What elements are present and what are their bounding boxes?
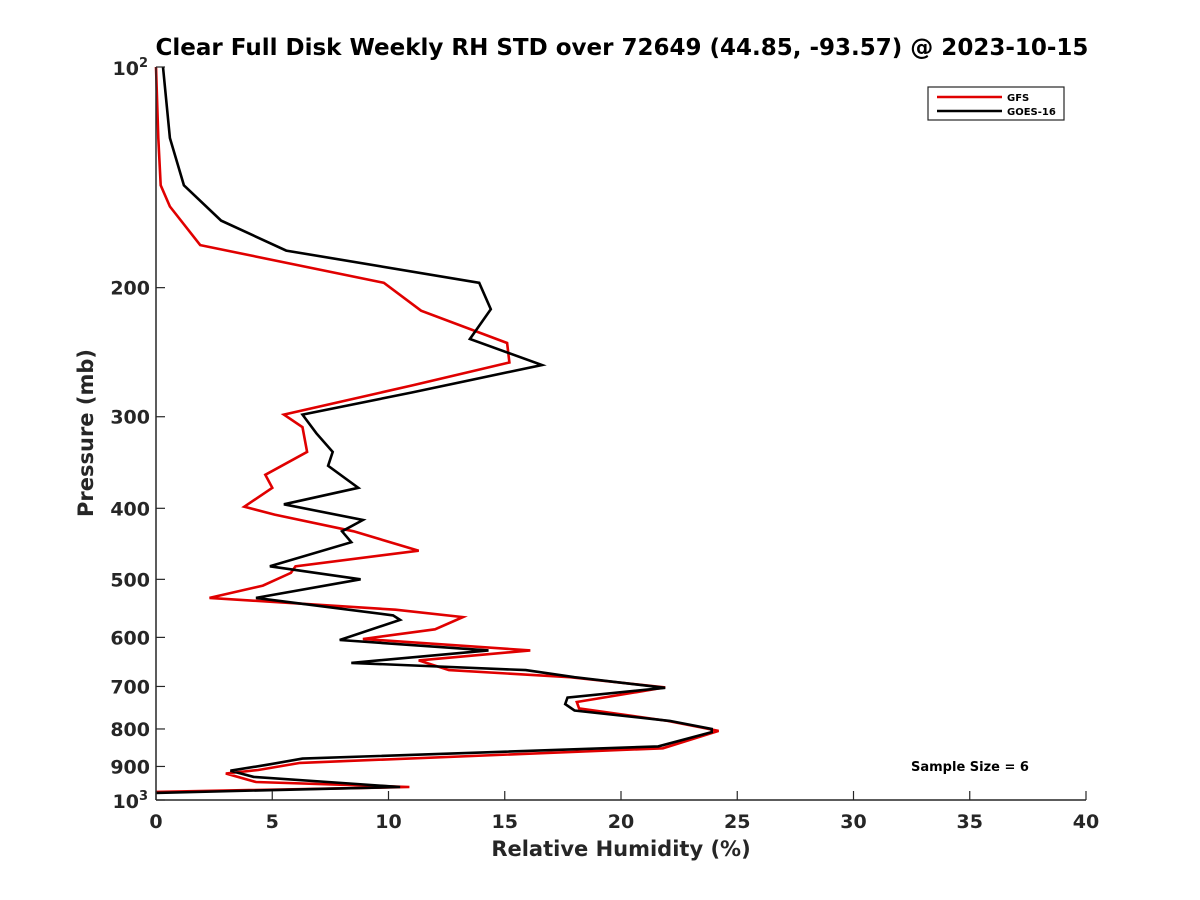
- y-tick-label: 200: [110, 278, 150, 300]
- y-tick-label: 102: [113, 56, 149, 80]
- y-tick-label: 300: [110, 407, 150, 429]
- x-tick-label: 0: [149, 811, 162, 833]
- plot-area: [156, 67, 1086, 799]
- x-tick-label: 25: [724, 811, 750, 833]
- x-tick-label: 10: [375, 811, 401, 833]
- y-tick-label: 103: [113, 789, 149, 813]
- legend: GFS GOES-16: [927, 86, 1065, 121]
- y-axis-label: Pressure (mb): [74, 349, 98, 517]
- y-tick-label: 900: [110, 756, 150, 778]
- x-tick-label: 35: [957, 811, 983, 833]
- chart-title: Clear Full Disk Weekly RH STD over 72649…: [156, 35, 1089, 61]
- y-axis-ticks: 102 200 300 400 500 600 700 800 900 103: [110, 56, 165, 813]
- series-line-gfs: [154, 66, 719, 794]
- legend-label-goes16: GOES-16: [1007, 107, 1056, 118]
- sample-size-annotation: Sample Size = 6: [911, 760, 1029, 775]
- y-tick-label: 600: [110, 627, 150, 649]
- x-axis-ticks: 0 5 10 15 20 25 30 35 40: [149, 791, 1099, 833]
- x-tick-label: 20: [608, 811, 634, 833]
- plot-series: [154, 66, 719, 795]
- x-tick-label: 15: [492, 811, 518, 833]
- y-tick-label: 800: [110, 719, 150, 741]
- x-tick-label: 5: [266, 811, 279, 833]
- y-tick-label: 700: [110, 676, 150, 698]
- y-tick-label: 500: [110, 569, 150, 591]
- x-tick-label: 40: [1073, 811, 1099, 833]
- legend-label-gfs: GFS: [1007, 93, 1029, 104]
- y-tick-label: 400: [110, 498, 150, 520]
- x-tick-label: 30: [840, 811, 866, 833]
- x-axis-label: Relative Humidity (%): [491, 837, 750, 861]
- series-line-goes16: [155, 66, 714, 795]
- legend-box: [927, 86, 1065, 121]
